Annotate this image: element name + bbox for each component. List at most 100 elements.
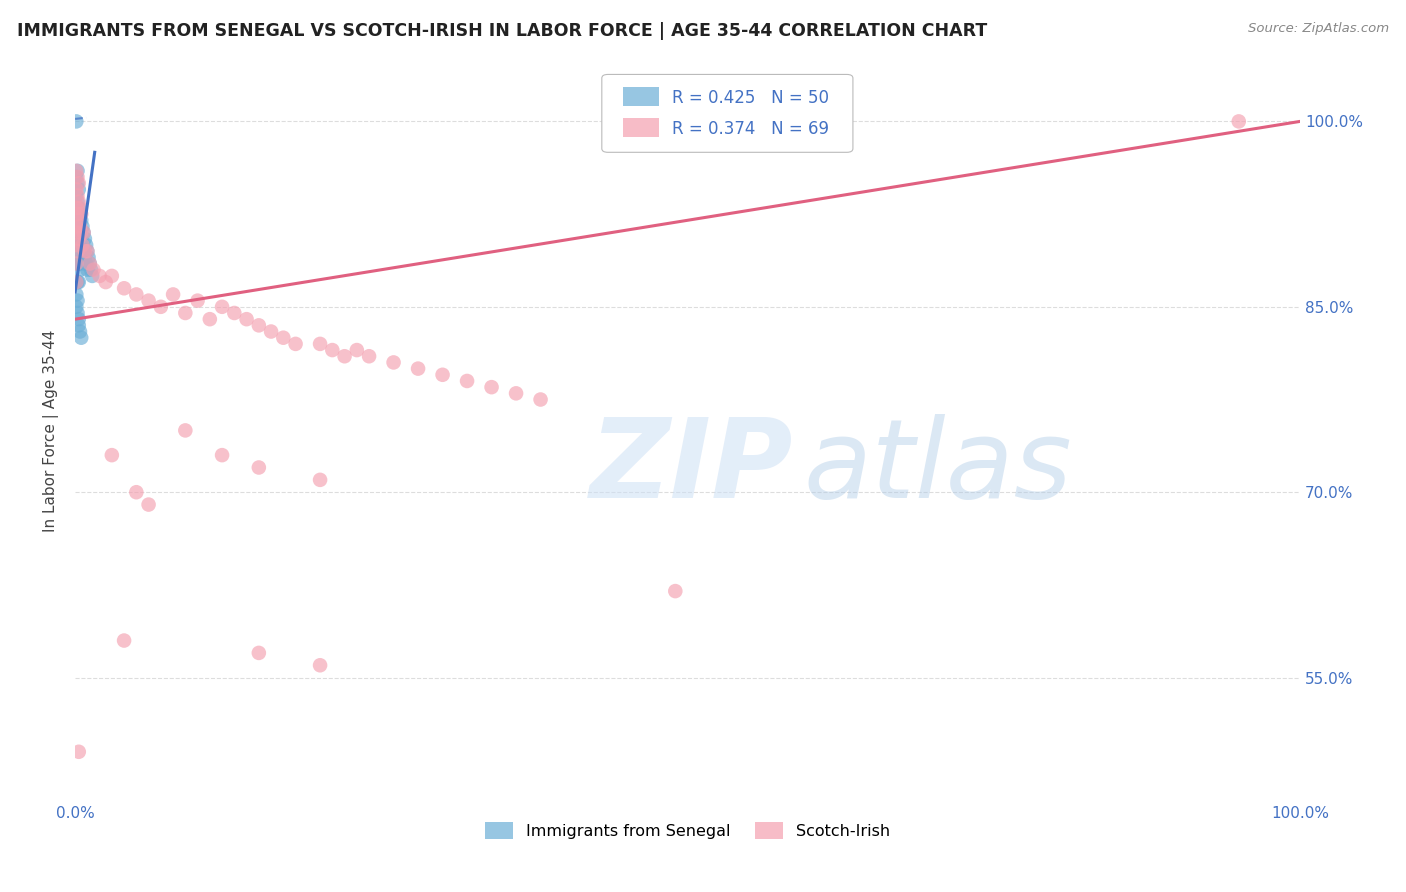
Point	[69, 219, 91, 234]
Point	[70, 232, 93, 246]
Point	[125, 485, 148, 500]
Text: Source: ZipAtlas.com: Source: ZipAtlas.com	[1249, 22, 1389, 36]
Point	[1227, 114, 1250, 128]
Point	[66, 306, 89, 320]
Point	[65, 287, 87, 301]
Point	[346, 343, 368, 357]
Point	[162, 287, 184, 301]
Point	[67, 312, 90, 326]
Point	[382, 355, 405, 369]
Point	[76, 262, 98, 277]
Point	[101, 448, 124, 462]
Point	[235, 312, 257, 326]
Point	[80, 262, 103, 277]
Point	[65, 275, 87, 289]
Text: ZIP: ZIP	[589, 414, 793, 521]
Point	[73, 226, 96, 240]
Bar	[623, 87, 659, 106]
Point	[67, 219, 90, 234]
Text: IMMIGRANTS FROM SENEGAL VS SCOTCH-IRISH IN LABOR FORCE | AGE 35-44 CORRELATION C: IMMIGRANTS FROM SENEGAL VS SCOTCH-IRISH …	[17, 22, 987, 40]
Point	[333, 349, 356, 363]
Point	[66, 275, 89, 289]
Point	[70, 226, 93, 240]
Point	[505, 386, 527, 401]
Point	[82, 262, 104, 277]
Point	[70, 251, 93, 265]
FancyBboxPatch shape	[602, 74, 853, 153]
Point	[66, 176, 89, 190]
Point	[138, 498, 160, 512]
Point	[65, 169, 87, 184]
Point	[67, 318, 90, 333]
Point	[73, 232, 96, 246]
Point	[69, 325, 91, 339]
Text: atlas: atlas	[804, 414, 1073, 521]
Point	[664, 584, 686, 599]
Point	[65, 188, 87, 202]
Point	[65, 275, 87, 289]
Point	[149, 300, 172, 314]
Point	[66, 244, 89, 259]
Point	[66, 188, 89, 202]
Point	[72, 219, 94, 234]
Point	[67, 256, 90, 270]
Point	[481, 380, 503, 394]
Point	[66, 194, 89, 209]
Point	[79, 256, 101, 270]
Point	[101, 268, 124, 283]
Point	[94, 275, 117, 289]
Point	[432, 368, 454, 382]
Bar	[623, 118, 659, 137]
Point	[66, 244, 89, 259]
Point	[79, 256, 101, 270]
Point	[72, 238, 94, 252]
Point	[76, 244, 98, 259]
Point	[65, 256, 87, 270]
Point	[456, 374, 478, 388]
Text: R = 0.425   N = 50: R = 0.425 N = 50	[672, 88, 828, 106]
Point	[112, 281, 135, 295]
Point	[65, 300, 87, 314]
Point	[65, 219, 87, 234]
Point	[67, 238, 90, 252]
Point	[247, 460, 270, 475]
Point	[211, 300, 233, 314]
Point	[70, 207, 93, 221]
Point	[321, 343, 343, 357]
Point	[65, 207, 87, 221]
Point	[69, 226, 91, 240]
Point	[70, 331, 93, 345]
Point	[65, 201, 87, 215]
Point	[65, 164, 87, 178]
Point	[174, 424, 197, 438]
Point	[309, 658, 332, 673]
Point	[67, 176, 90, 190]
Point	[357, 349, 380, 363]
Point	[89, 268, 111, 283]
Point	[112, 633, 135, 648]
Point	[66, 226, 89, 240]
Point	[65, 114, 87, 128]
Point	[77, 251, 100, 265]
Point	[67, 745, 90, 759]
Point	[309, 473, 332, 487]
Point	[66, 232, 89, 246]
Point	[273, 331, 295, 345]
Point	[67, 213, 90, 227]
Point	[125, 287, 148, 301]
Point	[224, 306, 246, 320]
Point	[72, 256, 94, 270]
Legend: Immigrants from Senegal, Scotch-Irish: Immigrants from Senegal, Scotch-Irish	[478, 816, 897, 845]
Point	[76, 244, 98, 259]
Point	[65, 226, 87, 240]
Point	[72, 238, 94, 252]
Point	[174, 306, 197, 320]
Point	[67, 201, 90, 215]
Point	[82, 268, 104, 283]
Point	[309, 337, 332, 351]
Point	[65, 238, 87, 252]
Point	[66, 213, 89, 227]
Point	[73, 244, 96, 259]
Point	[67, 182, 90, 196]
Point	[66, 169, 89, 184]
